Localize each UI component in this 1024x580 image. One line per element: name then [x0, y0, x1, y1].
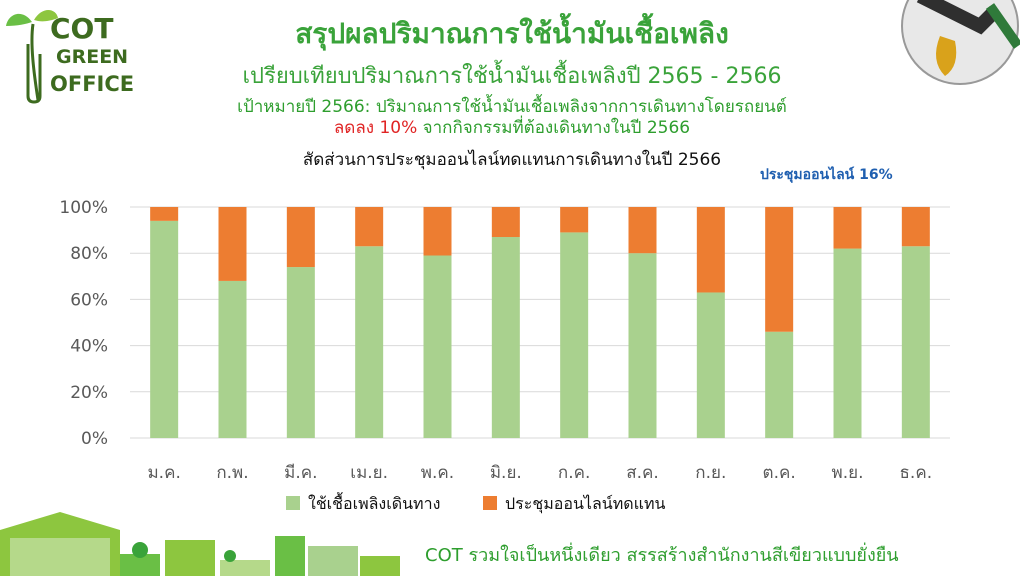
bar-fuel-segment: [560, 232, 589, 438]
bar-online-segment: [423, 207, 452, 256]
x-tick-label: ก.ค.: [558, 463, 590, 483]
bar-online-segment: [696, 207, 725, 293]
x-tick-label: มี.ค.: [284, 463, 317, 483]
x-tick-label: ม.ค.: [147, 463, 180, 483]
x-tick-label: ก.ย.: [695, 463, 726, 483]
x-tick-label: พ.ค.: [421, 463, 454, 483]
y-tick-label: 80%: [70, 244, 108, 264]
bar-online-segment: [833, 207, 862, 249]
bar-fuel-segment: [628, 253, 657, 438]
bar-online-segment: [355, 207, 384, 247]
target-line-2: ลดลง 10% จากกิจกรรมที่ต้องเดินทางในปี 25…: [0, 114, 1024, 141]
bar-fuel-segment: [765, 331, 794, 438]
y-tick-label: 60%: [70, 290, 108, 310]
bar-fuel-segment: [423, 255, 452, 438]
x-tick-label: เม.ย.: [350, 463, 388, 483]
bar-fuel-segment: [833, 248, 862, 438]
online-annotation: ประชุมออนไลน์ 16%: [760, 167, 893, 183]
x-tick-label: พ.ย.: [832, 463, 864, 483]
bar-online-segment: [286, 207, 315, 268]
bar-fuel-segment: [355, 246, 384, 438]
x-tick-label: ธ.ค.: [900, 463, 933, 483]
green-city-illustration: [0, 510, 400, 576]
footer-slogan: COT รวมใจเป็นหนึ่งเดียว สรรสร้างสำนักงาน…: [425, 545, 899, 566]
page-subtitle: เปรียบเทียบปริมาณการใช้น้ำมันเชื้อเพลิงป…: [242, 64, 782, 89]
logo-office: OFFICE: [50, 72, 135, 96]
x-tick-label: ก.พ.: [216, 463, 248, 483]
x-tick-label: มิ.ย.: [490, 463, 522, 483]
bar-fuel-segment: [218, 280, 247, 438]
y-tick-label: 0%: [81, 429, 108, 449]
bar-fuel-segment: [901, 246, 930, 438]
legend-swatch-online: [483, 496, 497, 510]
target-line-1: เป้าหมายปี 2566: ปริมาณการใช้น้ำมันเชื้อ…: [237, 97, 787, 117]
target-reduction: ลดลง 10%: [333, 118, 418, 138]
y-tick-label: 100%: [59, 198, 108, 218]
bar-fuel-segment: [491, 237, 520, 438]
bar-fuel-segment: [286, 267, 315, 438]
y-tick-label: 20%: [70, 383, 108, 403]
bar-fuel-segment: [696, 292, 725, 438]
logo-green: GREEN: [56, 46, 129, 68]
target-line-2-rest: จากกิจกรรมที่ต้องเดินทางในปี 2566: [417, 118, 691, 138]
legend-label-fuel: ใช้เชื้อเพลิงเดินทาง: [308, 492, 440, 513]
legend-swatch-fuel: [286, 496, 300, 510]
fuel-nozzle-image: [900, 0, 1023, 86]
x-tick-label: ต.ค.: [763, 463, 796, 483]
x-tick-label: ส.ค.: [626, 463, 659, 483]
y-tick-label: 40%: [70, 337, 108, 357]
page-title: สรุปผลปริมาณการใช้น้ำมันเชื้อเพลิง: [295, 17, 729, 50]
bar-online-segment: [491, 207, 520, 238]
bar-online-segment: [765, 207, 794, 332]
bar-online-segment: [150, 207, 179, 221]
logo-cot: COT: [50, 12, 114, 45]
bar-online-segment: [560, 207, 589, 233]
bar-fuel-segment: [150, 220, 179, 438]
leaf-logo-icon: [6, 10, 58, 104]
cot-green-office-logo: COT GREEN OFFICE: [4, 4, 134, 104]
legend-label-online: ประชุมออนไลน์ทดแทน: [505, 494, 665, 514]
bar-online-segment: [218, 207, 247, 281]
chart-title: สัดส่วนการประชุมออนไลน์ทดแทนการเดินทางใน…: [302, 150, 722, 170]
bar-online-segment: [628, 207, 657, 254]
bar-online-segment: [901, 207, 930, 247]
